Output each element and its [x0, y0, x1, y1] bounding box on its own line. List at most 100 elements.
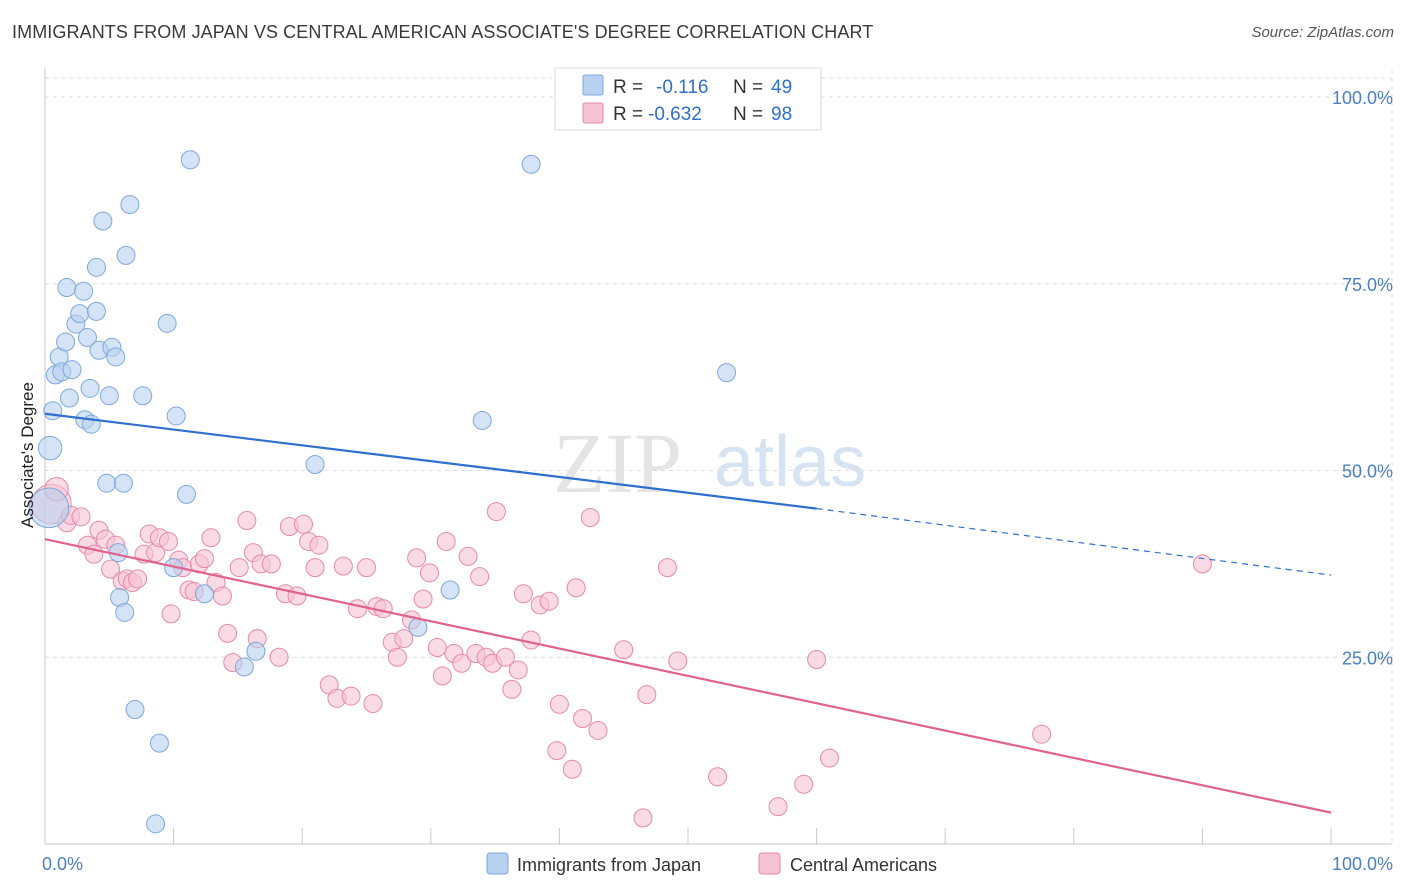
central-americans-point: [357, 558, 376, 578]
x-tick-labels: 0.0% 100.0%: [42, 854, 1393, 874]
japan-point: [521, 154, 541, 174]
central-americans-point: [128, 569, 148, 589]
central-americans-point: [407, 548, 427, 568]
central-americans-point: [309, 535, 329, 555]
legend-r-label-japan: R =: [613, 77, 643, 98]
correlation-legend: R = -0.116 N = 49 R = -0.632 N = 98: [554, 67, 822, 131]
trend-lines: [44, 412, 1332, 814]
japan-point: [166, 406, 186, 426]
legend-swatch-central-americans: [582, 102, 604, 124]
watermark-atlas: atlas: [714, 422, 866, 502]
japan-trend-line: [44, 412, 817, 510]
bottom-legend-swatch-central-americans: [758, 852, 781, 875]
japan-point: [408, 617, 428, 637]
central-americans-point: [580, 508, 600, 528]
central-americans-point: [452, 653, 472, 673]
japan-point: [440, 580, 460, 600]
japan-point: [176, 484, 196, 504]
japan-point: [99, 386, 119, 406]
japan-point: [56, 332, 76, 352]
japan-point: [77, 328, 97, 348]
japan-point: [93, 211, 113, 231]
y-tick-labels: 25.0% 50.0% 75.0% 100.0%: [1332, 88, 1393, 668]
central-americans-point: [508, 660, 528, 680]
central-americans-point: [71, 507, 91, 527]
central-americans-point: [549, 694, 569, 714]
central-americans-point: [305, 558, 325, 578]
central-americans-point: [657, 558, 677, 578]
japan-point: [149, 733, 169, 753]
central-americans-point: [194, 549, 214, 569]
central-americans-point: [387, 647, 407, 667]
japan-point: [717, 363, 737, 383]
central-americans-point: [633, 808, 653, 828]
legend-r-value-japan: -0.116: [656, 77, 708, 98]
central-americans-point: [807, 649, 827, 669]
central-americans-points: [31, 476, 1212, 828]
y-axis-label: Associate's Degree: [18, 382, 37, 528]
watermark: ZIP atlas: [553, 415, 866, 511]
japan-point: [59, 388, 79, 408]
central-americans-point: [1032, 724, 1052, 744]
central-americans-point: [201, 528, 221, 548]
central-americans-point: [573, 709, 593, 729]
legend-swatch-japan: [582, 74, 604, 96]
japan-point: [133, 386, 153, 406]
y-tick-label: 50.0%: [1342, 462, 1393, 482]
japan-point: [57, 277, 77, 297]
japan-point: [115, 602, 135, 622]
central-americans-point: [513, 584, 533, 604]
central-americans-point: [341, 686, 361, 706]
japan-point: [180, 150, 200, 170]
japan-trend-line-extension: [816, 508, 1332, 576]
central-americans-point: [229, 558, 249, 578]
bottom-legend-label-japan: Immigrants from Japan: [517, 855, 701, 875]
japan-point: [234, 657, 254, 677]
bottom-legend-swatch-japan: [486, 852, 509, 875]
japan-point: [246, 641, 266, 661]
japan-point: [120, 195, 140, 215]
central-americans-point: [413, 589, 433, 609]
japan-points: [28, 150, 737, 834]
japan-point: [97, 473, 117, 493]
central-americans-point: [261, 554, 281, 574]
central-americans-point: [101, 559, 121, 579]
central-americans-point: [566, 578, 586, 598]
legend-r-value-central-americans: -0.632: [648, 104, 702, 125]
central-americans-point: [794, 774, 814, 794]
central-americans-point: [333, 556, 353, 576]
japan-point: [113, 473, 133, 493]
central-americans-point: [293, 514, 313, 534]
central-americans-point: [394, 629, 414, 649]
watermark-zip: ZIP: [553, 415, 682, 511]
central-americans-point: [432, 666, 452, 686]
central-americans-point: [495, 647, 515, 667]
legend-n-label-japan: N =: [733, 77, 763, 98]
central-americans-point: [708, 767, 728, 787]
japan-point: [146, 814, 166, 834]
y-tick-label: 75.0%: [1342, 275, 1393, 295]
y-tick-label: 100.0%: [1332, 88, 1393, 108]
central-americans-point: [637, 685, 657, 705]
central-americans-point: [614, 640, 634, 660]
legend-n-value-central-americans: 98: [771, 104, 792, 125]
bottom-legend-label-central-americans: Central Americans: [790, 855, 937, 875]
central-americans-point: [458, 546, 478, 566]
central-americans-point: [588, 720, 608, 740]
central-americans-point: [363, 694, 383, 714]
japan-point: [70, 304, 90, 324]
x-tick-label-min: 0.0%: [42, 854, 83, 874]
central-americans-point: [486, 502, 506, 522]
japan-point: [194, 584, 214, 604]
japan-point: [86, 257, 106, 277]
japan-point: [80, 378, 100, 398]
japan-point: [106, 347, 126, 367]
legend-r-label-central-americans: R =: [613, 104, 643, 125]
japan-point: [37, 435, 63, 461]
japan-point: [86, 301, 106, 321]
central-americans-point: [470, 567, 490, 587]
central-americans-point: [427, 638, 447, 658]
japan-point: [116, 245, 136, 265]
japan-point: [472, 410, 492, 430]
